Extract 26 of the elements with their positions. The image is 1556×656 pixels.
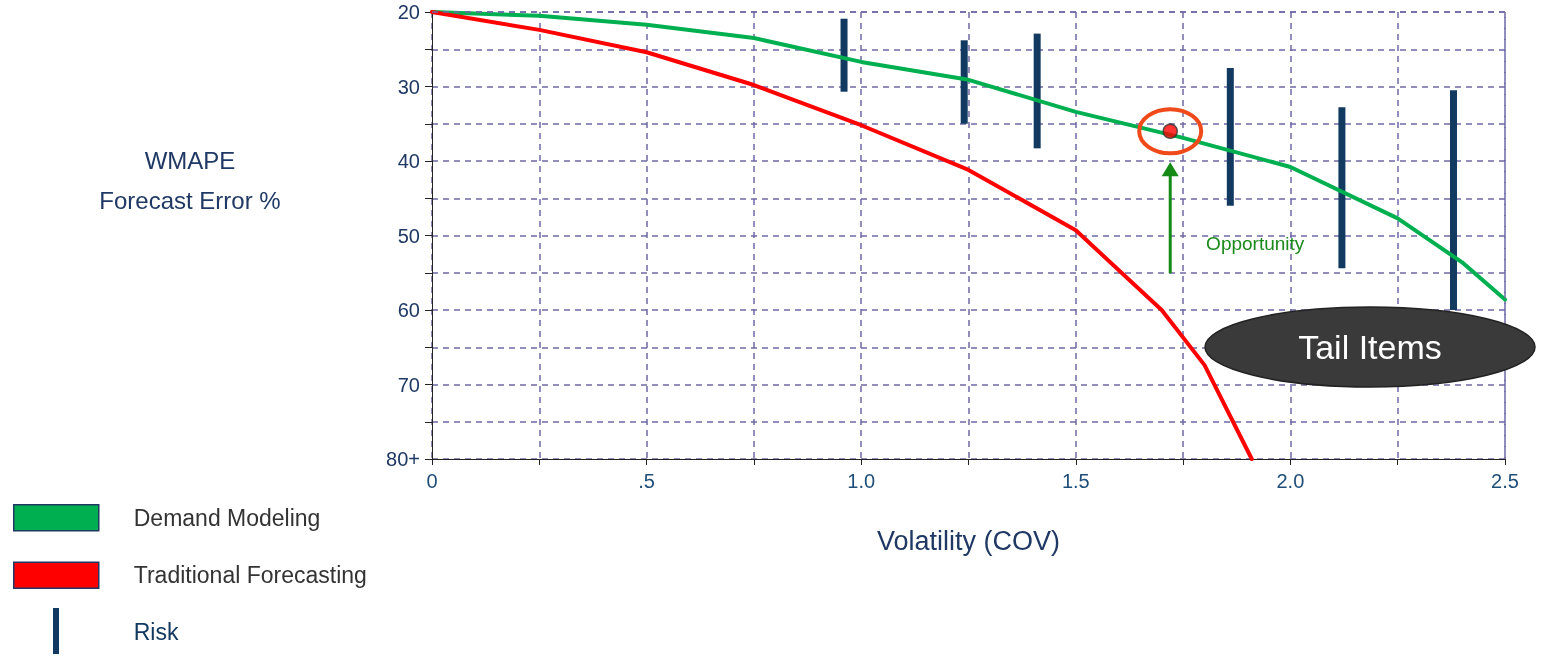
y-tick-label: 50: [397, 224, 420, 247]
y-tick-label: 70: [397, 373, 420, 396]
x-tick-label: 1.0: [847, 470, 876, 492]
bar: [1450, 90, 1457, 310]
x-tick-label: 2.5: [1491, 470, 1519, 492]
x-tick-label: 2.0: [1276, 470, 1305, 492]
bar: [1338, 107, 1346, 269]
y-tick-label: 60: [397, 299, 420, 321]
y-axis-title: WMAPE Forecast Error %: [99, 146, 281, 214]
annotation: Opportunity: [1206, 233, 1305, 256]
y-tick-label: 40: [397, 150, 420, 172]
y-tick-label: 30: [397, 75, 420, 98]
x-tick-label: 0: [426, 470, 438, 492]
y-tick-label: 80+: [386, 448, 420, 470]
legend-label: Traditional Forecasting: [133, 562, 367, 589]
x-axis-title: Volatility (COV): [876, 525, 1061, 556]
x-tick-label: 1.5: [1061, 470, 1090, 492]
bar: [1033, 33, 1041, 149]
x-tick-label: .5: [638, 470, 655, 492]
text: Risk: [133, 619, 179, 645]
annotation: Tail Items: [1298, 327, 1442, 367]
legend-label: Demand Modeling: [133, 504, 321, 531]
bar: [1226, 67, 1234, 206]
bar: [840, 18, 848, 92]
bar: [960, 40, 968, 124]
y-tick-label: 20: [397, 1, 420, 23]
